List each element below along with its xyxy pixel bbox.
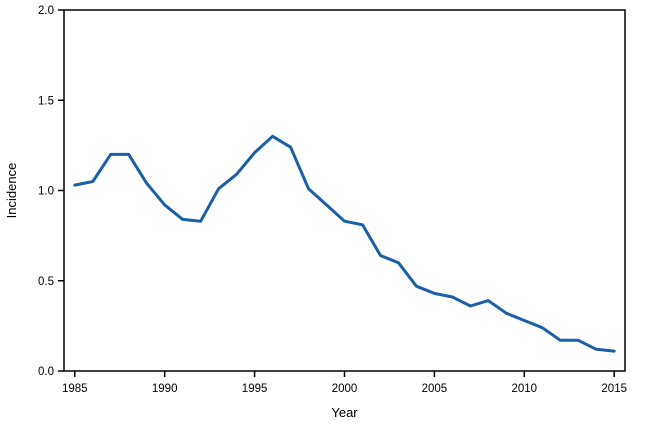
y-tick-label: 1.5 <box>38 95 54 107</box>
x-tick-label: 1995 <box>242 383 268 395</box>
x-tick-label: 2000 <box>332 383 358 395</box>
x-tick-label: 2005 <box>422 383 448 395</box>
y-axis-label: Incidence <box>4 163 19 219</box>
y-tick-label: 1.0 <box>38 186 54 198</box>
y-tick-label: 0.5 <box>38 276 54 288</box>
data-line-incidence <box>73 134 616 353</box>
x-tick-label: 2015 <box>601 383 627 395</box>
y-tick-label: 2.0 <box>38 5 54 17</box>
y-tick-label: 0.0 <box>38 366 54 378</box>
x-tick-label: 1990 <box>152 383 178 395</box>
x-tick-label: 2010 <box>512 383 538 395</box>
x-tick-label: 1985 <box>62 383 88 395</box>
plot-frame <box>63 9 626 372</box>
x-axis-label: Year <box>331 405 358 420</box>
